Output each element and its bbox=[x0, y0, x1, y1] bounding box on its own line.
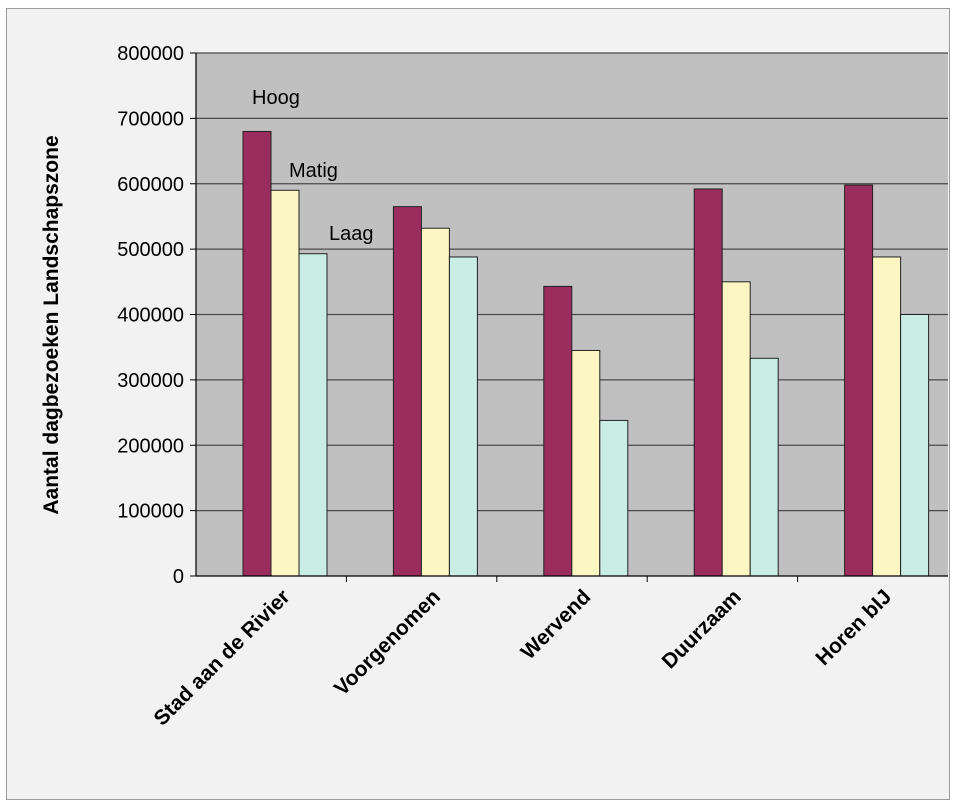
y-tick-labels: 0 100000 200000 300000 400000 500000 600000 700… bbox=[117, 43, 184, 588]
y-tick-label: 300000 bbox=[117, 370, 184, 392]
y-tick-label: 800000 bbox=[117, 43, 184, 65]
y-tick-label: 0 bbox=[173, 566, 184, 588]
x-category-labels: Stad aan de Rivier Voorgenomen Wervend Duur… bbox=[150, 585, 897, 730]
bar bbox=[242, 130, 272, 577]
x-category-label: Wervend bbox=[517, 585, 596, 664]
x-category-label: Horen bIJ bbox=[811, 585, 896, 670]
y-tick-label: 500000 bbox=[117, 239, 184, 261]
y-tick-label: 700000 bbox=[117, 108, 184, 130]
bar bbox=[844, 184, 874, 577]
y-axis-label: Aantal dagbezoeken Landschapszone bbox=[40, 135, 63, 514]
x-category-label: Duurzaam bbox=[658, 585, 746, 673]
y-tick-label: 600000 bbox=[117, 174, 184, 196]
bar bbox=[543, 285, 573, 577]
bar bbox=[749, 357, 779, 577]
axes bbox=[195, 53, 948, 582]
bars bbox=[242, 130, 930, 577]
bar bbox=[448, 256, 478, 577]
bar bbox=[872, 256, 902, 577]
bar bbox=[420, 227, 450, 577]
bar bbox=[298, 253, 328, 577]
series-labels: Hoog Matig Laag bbox=[252, 87, 374, 245]
bar bbox=[599, 419, 629, 577]
y-tick-label: 400000 bbox=[117, 305, 184, 327]
bar bbox=[392, 206, 422, 577]
series-label: Laag bbox=[329, 223, 374, 245]
y-tick-label: 100000 bbox=[117, 501, 184, 523]
x-category-label: Stad aan de Rivier bbox=[150, 585, 295, 730]
x-category-label: Voorgenomen bbox=[330, 585, 445, 700]
y-tick-label: 200000 bbox=[117, 435, 184, 457]
bar bbox=[900, 314, 930, 577]
series-label: Matig bbox=[289, 160, 338, 182]
bar bbox=[571, 349, 601, 577]
series-label: Hoog bbox=[252, 87, 300, 109]
bar bbox=[270, 189, 300, 577]
bar bbox=[693, 188, 723, 577]
bar bbox=[721, 281, 751, 577]
